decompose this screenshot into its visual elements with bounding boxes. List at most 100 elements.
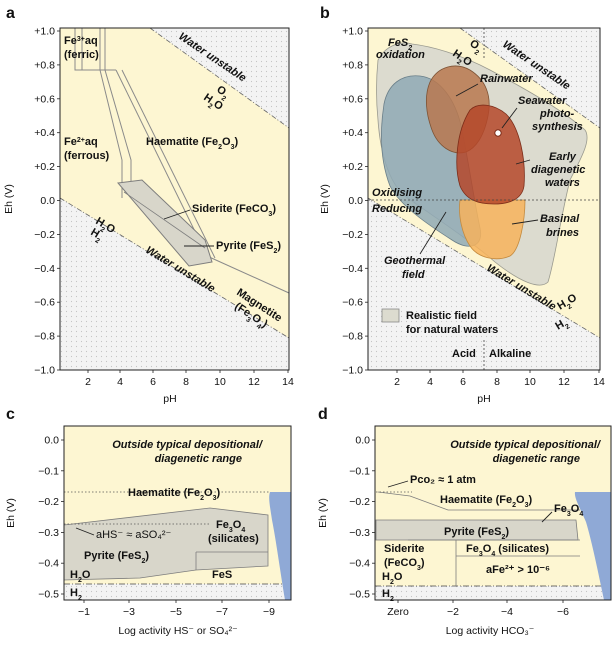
panel-c-xtick-label: −1 [78, 606, 90, 618]
panel-a: a +1.0 +0.8 +0.6 +0.4 +0.2 0.0 −0.2 −0.4 −0.6 −0.… [3, 5, 294, 405]
panel-b-basinal-label-2: brines [546, 227, 579, 239]
panel-d-pco2-pointer [387, 480, 409, 488]
panel-a-ytick-label: +0.4 [34, 127, 55, 139]
panel-b-ytick-label: 0.0 [348, 195, 363, 207]
panel-a-haematite-label: Haematite (Fe2O3) [146, 136, 239, 151]
panel-b-ytick-label: −0.8 [342, 331, 363, 343]
panel-b-ylabel: Eh (V) [319, 184, 331, 214]
panel-b-early-diagenetic-field [456, 104, 525, 205]
panel-c-ytick-label: −0.1 [38, 465, 59, 477]
panel-b-fes2-oxidation-sub: oxidation [376, 49, 425, 61]
panel-b-early-pointer [515, 159, 531, 165]
panel-c-haematite-label: Haematite (Fe2O3) [128, 487, 221, 502]
panel-c-xlabel: Log activity HS⁻ or SO₄²⁻ [118, 625, 238, 637]
panel-b-ytick-label: −1.0 [342, 365, 363, 377]
panel-b-xlabel: pH [477, 393, 490, 405]
panel-d-stable-field [375, 426, 611, 600]
panel-a-ytick-label: −0.4 [34, 263, 55, 275]
panel-d-yticks: 0.0 −0.1 −0.2 −0.3 −0.4 −0.5 [349, 435, 375, 601]
panel-c-fe3o4-silicates-label: (silicates) [208, 533, 259, 545]
panel-a-xtick-label: 12 [248, 376, 260, 388]
panel-c-xtick-label: −5 [170, 606, 182, 618]
panel-a-h2o-h2-line [59, 197, 290, 339]
panel-c-h2o-label: H2O [70, 569, 91, 584]
panel-d-fe3o4-pointer [541, 511, 553, 523]
panel-b-fes2-oxidation-label: FeS2 [388, 37, 412, 52]
panel-a-region-boundaries [74, 28, 290, 294]
panel-d-h2o-label: H2O [382, 571, 403, 586]
panel-a-xtick-label: 2 [85, 376, 91, 388]
panel-b-xtick-label: 6 [460, 376, 466, 388]
panel-c-h2-label: H2 [70, 587, 82, 602]
panel-b-ytick-label: +0.2 [342, 161, 363, 173]
panel-a-ferrous-label: Fe2+aq [64, 136, 98, 148]
panel-b-xtick-label: 2 [394, 376, 400, 388]
panel-d-xtick-label: −4 [501, 606, 513, 618]
panel-c-pyrite-field [63, 507, 269, 581]
panel-a-ytick-label: 0.0 [40, 195, 55, 207]
panel-b-xticks: 2 4 6 8 10 12 14 [394, 370, 605, 388]
panel-c-outside-field [269, 492, 291, 600]
panel-d-letter: d [318, 406, 328, 423]
panel-b-early-label-2: diagenetic [531, 164, 585, 176]
panel-a-ytick-label: +0.2 [34, 161, 55, 173]
panel-b-geothermal-pointer [419, 211, 447, 255]
panel-d: d 0.0 −0.1 −0.2 −0.3 −0.4 −0.5 Zero −2 −4 −6 Log… [317, 406, 612, 637]
panel-b-ytick-label: +0.6 [342, 93, 363, 105]
panel-a-xtick-label: 6 [150, 376, 156, 388]
panel-b-xtick-label: 10 [524, 376, 536, 388]
panel-d-ytick-label: −0.5 [349, 589, 370, 601]
panel-b-yticks: +1.0 +0.8 +0.6 +0.4 +0.2 0.0 −0.2 −0.4 −0.6 −0.8 −… [342, 26, 368, 377]
panel-d-outside-label: Outside typical depositional/ [450, 439, 602, 451]
panel-b-geothermal-label: Geothermal [384, 255, 446, 267]
panel-d-xtick-label: Zero [387, 606, 409, 618]
panel-b-legend-swatch [381, 308, 400, 323]
panel-d-xtick-label: −6 [557, 606, 569, 618]
panel-b-seawater-label-3: synthesis [532, 121, 583, 133]
panel-c-outside-label: Outside typical depositional/ [112, 439, 264, 451]
panel-c-ytick-label: −0.5 [38, 589, 59, 601]
panel-a-xticks: 2 4 6 8 10 12 14 [85, 370, 294, 388]
panel-c-xticks: −1 −3 −5 −7 −9 [78, 600, 275, 618]
panel-b-early-label: Early [549, 151, 577, 163]
panel-c-ylabel: Eh (V) [5, 498, 17, 528]
panel-a-ytick-label: +0.6 [34, 93, 55, 105]
panel-d-ytick-label: −0.2 [349, 496, 370, 508]
panel-a-ytick-label: +1.0 [34, 26, 55, 38]
panel-b-ytick-label: −0.4 [342, 263, 363, 275]
panel-b-ytick-label: −0.6 [342, 297, 363, 309]
panel-a-ytick-label: −0.2 [34, 229, 55, 241]
panel-c-ytick-label: −0.4 [38, 558, 59, 570]
panel-a-ferrous-sub: (ferrous) [64, 150, 110, 162]
panel-b-basinal-label: Basinal [540, 213, 580, 225]
panel-b-ytick-label: +1.0 [342, 26, 363, 38]
panel-c-xtick-label: −7 [216, 606, 228, 618]
panel-a-letter: a [6, 5, 15, 22]
panel-b-basinal-pointer [511, 219, 539, 225]
panel-a-o2-h2o-line [149, 27, 290, 129]
panel-d-haematite-boundary [377, 491, 580, 511]
panel-a-siderite-pointer [163, 209, 191, 220]
panel-d-siderite-formula: (FeCO3) [384, 557, 425, 572]
panel-b-seawater-pointer [501, 107, 518, 129]
panel-a-pyrite-label: Pyrite (FeS2) [216, 240, 281, 255]
panel-a-xlabel: pH [163, 393, 176, 405]
panel-d-fe3o4-silicates-label: Fe3O4 (silicates) [466, 543, 549, 558]
panel-d-ytick-label: −0.3 [349, 527, 370, 539]
panel-c-outside-label-2: diagenetic range [155, 453, 242, 465]
panel-a-h2o-bottom-label: H2O [92, 215, 117, 238]
panel-c-ahs-label: aHS⁻ ≈ aSO₄²⁻ [96, 529, 172, 541]
panel-a-lower-unstable-area [60, 198, 289, 370]
panel-a-frame [59, 27, 290, 371]
panel-b: b +1.0 +0.8 +0.6 +0.4 +0.2 0.0 −0.2 −0.4 −0.6 −0.… [319, 5, 605, 405]
panel-b-seawater-label-2: photo- [539, 108, 575, 120]
panel-d-h2-area [375, 586, 611, 600]
panel-b-geothermal-label-2: field [402, 269, 425, 281]
panel-c-ahs-pointer [75, 527, 95, 536]
panel-a-ytick-label: +0.8 [34, 59, 55, 71]
panel-b-o2-h2o-line [459, 27, 601, 129]
panel-c-yticks: 0.0 −0.1 −0.2 −0.3 −0.4 −0.5 [38, 435, 64, 601]
panel-d-ytick-label: −0.4 [349, 558, 370, 570]
panel-c-ytick-label: 0.0 [44, 435, 59, 447]
